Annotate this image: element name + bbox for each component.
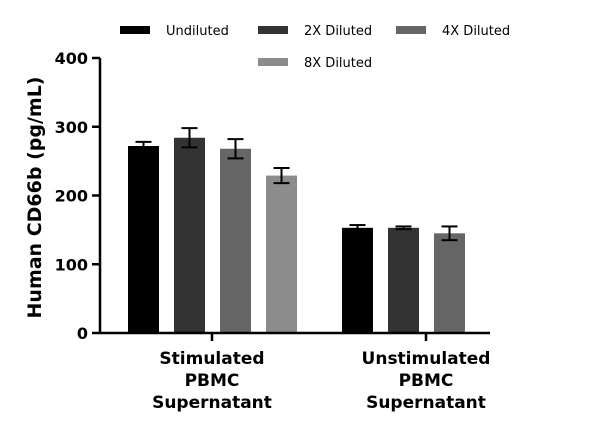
bar: [174, 137, 205, 333]
legend-item: 4X Diluted: [396, 24, 510, 39]
x-category-label: Supernatant: [366, 393, 486, 413]
y-tick-label: 400: [55, 49, 88, 68]
bars: [128, 137, 465, 333]
axis-labels: 0 100 200 300 400 Human CD66b (pg/mL) Stimulat…: [24, 49, 490, 413]
legend-swatch: [258, 58, 288, 66]
bar: [388, 227, 419, 333]
legend-swatch: [120, 26, 150, 34]
legend-item: Undiluted: [120, 24, 229, 39]
legend: Undiluted 2X Diluted 4X Diluted 8X Diluted: [120, 24, 510, 71]
legend-item: 8X Diluted: [258, 56, 372, 71]
bar: [342, 227, 373, 333]
error-bars: [135, 127, 458, 242]
legend-label: 2X Diluted: [304, 24, 372, 39]
y-tick-label: 300: [55, 118, 88, 137]
legend-swatch: [396, 26, 426, 34]
x-category-label: PBMC: [399, 371, 454, 391]
x-category-label: PBMC: [185, 371, 240, 391]
bar: [434, 233, 465, 333]
axes: [92, 56, 490, 341]
legend-swatch: [258, 26, 288, 34]
y-axis-title: Human CD66b (pg/mL): [24, 77, 46, 319]
bar: [266, 175, 297, 333]
x-category-label: Supernatant: [152, 393, 272, 413]
bar: [220, 148, 251, 333]
y-tick-label: 0: [77, 324, 88, 343]
x-category-label: Stimulated: [159, 349, 264, 369]
legend-item: 2X Diluted: [258, 24, 372, 39]
y-tick-label: 200: [55, 187, 88, 206]
legend-label: 4X Diluted: [442, 24, 510, 39]
y-tick-label: 100: [55, 255, 88, 274]
legend-label: 8X Diluted: [304, 56, 372, 71]
x-category-label: Unstimulated: [362, 349, 491, 369]
bar: [128, 146, 159, 333]
legend-label: Undiluted: [166, 24, 229, 39]
